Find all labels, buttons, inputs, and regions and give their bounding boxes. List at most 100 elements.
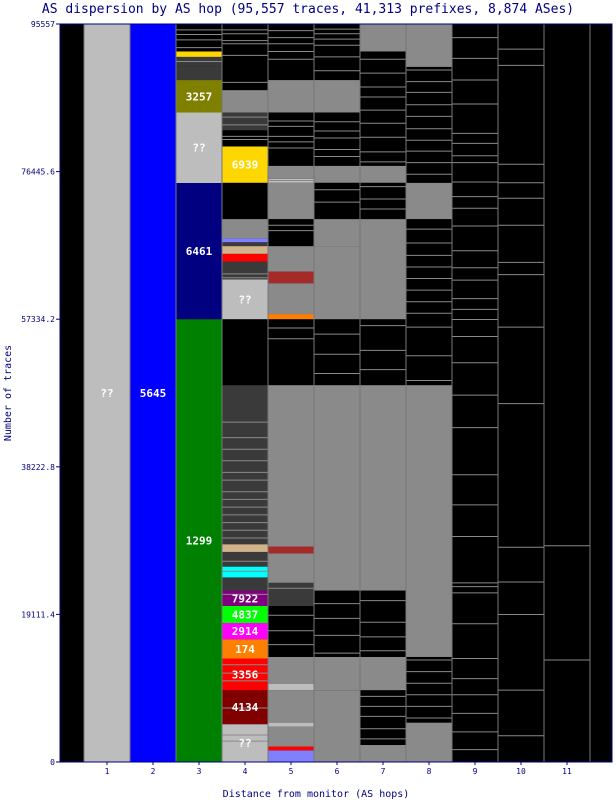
segment-hop8-6: [406, 24, 452, 67]
segment-hop6-9: [314, 165, 360, 183]
x-tick-label: 11: [562, 767, 572, 776]
segment-hop7-1: [360, 690, 406, 746]
segment-hop8-5: [406, 66, 452, 183]
segment-hop3-1: [176, 182, 222, 320]
segment-hop4-3: [222, 639, 268, 659]
segment-hop5-10: [268, 546, 314, 554]
x-tick-label: 2: [151, 767, 156, 776]
x-tick-label: 6: [335, 767, 340, 776]
segment-hop3-0: [176, 319, 222, 762]
segment-label-hop4-3: 174: [235, 643, 255, 656]
segment-hop7-9: [360, 51, 406, 166]
segment-hop8-4: [406, 182, 452, 220]
x-tick-label: 10: [516, 767, 526, 776]
y-axis-ticks: 0 19111.4 38222.8 57334.2 76445.6 95557: [21, 20, 60, 767]
segment-hop4-0: [222, 724, 268, 762]
segment-hop3-3: [176, 80, 222, 113]
y-tick-label: 38222.8: [21, 463, 55, 472]
y-tick-label: 19111.4: [21, 610, 55, 619]
segment-hop7-7: [360, 182, 406, 220]
segment-hop7-5: [360, 319, 406, 386]
segment-hop4-9: [222, 551, 268, 567]
segment-hop4-15: [222, 253, 268, 262]
segment-hop7-6: [360, 219, 406, 320]
segment-hop5-21: [268, 112, 314, 166]
segment-hop4-20: [222, 182, 268, 220]
segment-hop5-13: [268, 314, 314, 320]
segment-label-hop3-3: 3257: [186, 90, 213, 103]
y-tick-label: 76445.6: [21, 168, 55, 177]
segment-hop10-0: [498, 24, 544, 762]
segment-hop6-6: [314, 246, 360, 320]
segment-hop4-22: [222, 130, 268, 147]
segment-hop6-0: [314, 745, 360, 762]
segment-hop5-17: [268, 219, 314, 247]
segment-hop4-4: [222, 622, 268, 640]
segment-label-hop4-21: 6939: [232, 159, 259, 172]
x-tick-label: 9: [473, 767, 478, 776]
segment-hop4-11: [222, 385, 268, 545]
segment-label-hop1-0: ??: [100, 387, 113, 400]
segment-hop7-2: [360, 656, 406, 691]
segment-hop4-23: [222, 112, 268, 131]
segment-label-hop3-1: 6461: [186, 245, 213, 258]
segment-label-hop4-2: 3356: [232, 668, 259, 681]
segment-hop9-0: [452, 24, 498, 762]
x-tick-label: 7: [381, 767, 386, 776]
segment-hop6-12: [314, 24, 360, 81]
segment-hop8-1: [406, 656, 452, 723]
segment-hop6-10: [314, 112, 360, 166]
segment-hop4-18: [222, 238, 268, 243]
segment-hop5-6: [268, 656, 314, 684]
segment-hop5-12: [268, 319, 314, 386]
segment-hop5-20: [268, 165, 314, 179]
segment-label-hop4-5: 4837: [232, 608, 259, 621]
segment-label-hop4-4: 2914: [232, 625, 259, 638]
plot-frame: [59, 23, 613, 763]
segment-hop5-23: [268, 24, 314, 81]
segment-label-hop3-2: ??: [192, 142, 205, 155]
segment-hop6-7: [314, 219, 360, 247]
segment-hop3-6: [176, 51, 222, 57]
segment-hop4-1: [222, 690, 268, 725]
segment-hop4-7: [222, 577, 268, 591]
segment-hop4-25: [222, 24, 268, 91]
segment-hop6-3: [314, 590, 360, 657]
segment-hop3-2: [176, 112, 222, 183]
segment-hop4-16: [222, 246, 268, 254]
x-axis-label: Distance from monitor (AS hops): [223, 789, 410, 800]
segment-hop4-19: [222, 219, 268, 239]
segment-hop5-3: [268, 722, 314, 727]
segment-hop5-22: [268, 80, 314, 113]
segment-hop5-14: [268, 283, 314, 315]
segment-hop5-16: [268, 246, 314, 272]
segment-hop6-11: [314, 80, 360, 113]
segment-hop4-2: [222, 658, 268, 691]
x-axis-ticks: 1 2 3 4 5 6 7 8 9 10 11: [105, 762, 572, 776]
segment-hop5-0: [268, 750, 314, 762]
column-separators: [83, 24, 591, 762]
segment-hop6-2: [314, 656, 360, 691]
segment-hop4-14: [222, 261, 268, 280]
segment-hop7-8: [360, 165, 406, 183]
segment-label-hop3-0: 1299: [186, 535, 213, 548]
x-tick-label: 4: [243, 767, 248, 776]
thin-lines-layer: [176, 28, 590, 756]
segment-hop7-3: [360, 590, 406, 657]
segment-label-hop4-0: ??: [238, 737, 251, 750]
segment-labels: ?? 5645 1299 6461?? 3257?? 4134 3356 174 2914 483…: [100, 90, 258, 750]
segment-hop6-4: [314, 385, 360, 591]
x-tick-label: 8: [427, 767, 432, 776]
segment-hop5-4: [268, 690, 314, 723]
chart-title: AS dispersion by AS hop (95,557 traces, …: [42, 2, 574, 17]
segment-hop7-10: [360, 24, 406, 52]
segment-hop4-21: [222, 146, 268, 183]
segment-hop4-13: [222, 279, 268, 320]
segment-hop11-0: [544, 24, 590, 762]
segment-hop2-0: [130, 24, 176, 762]
segment-hop5-1: [268, 746, 314, 751]
x-tick-label: 5: [289, 767, 294, 776]
segment-hop5-5: [268, 683, 314, 691]
segment-hop5-18: [268, 182, 314, 220]
